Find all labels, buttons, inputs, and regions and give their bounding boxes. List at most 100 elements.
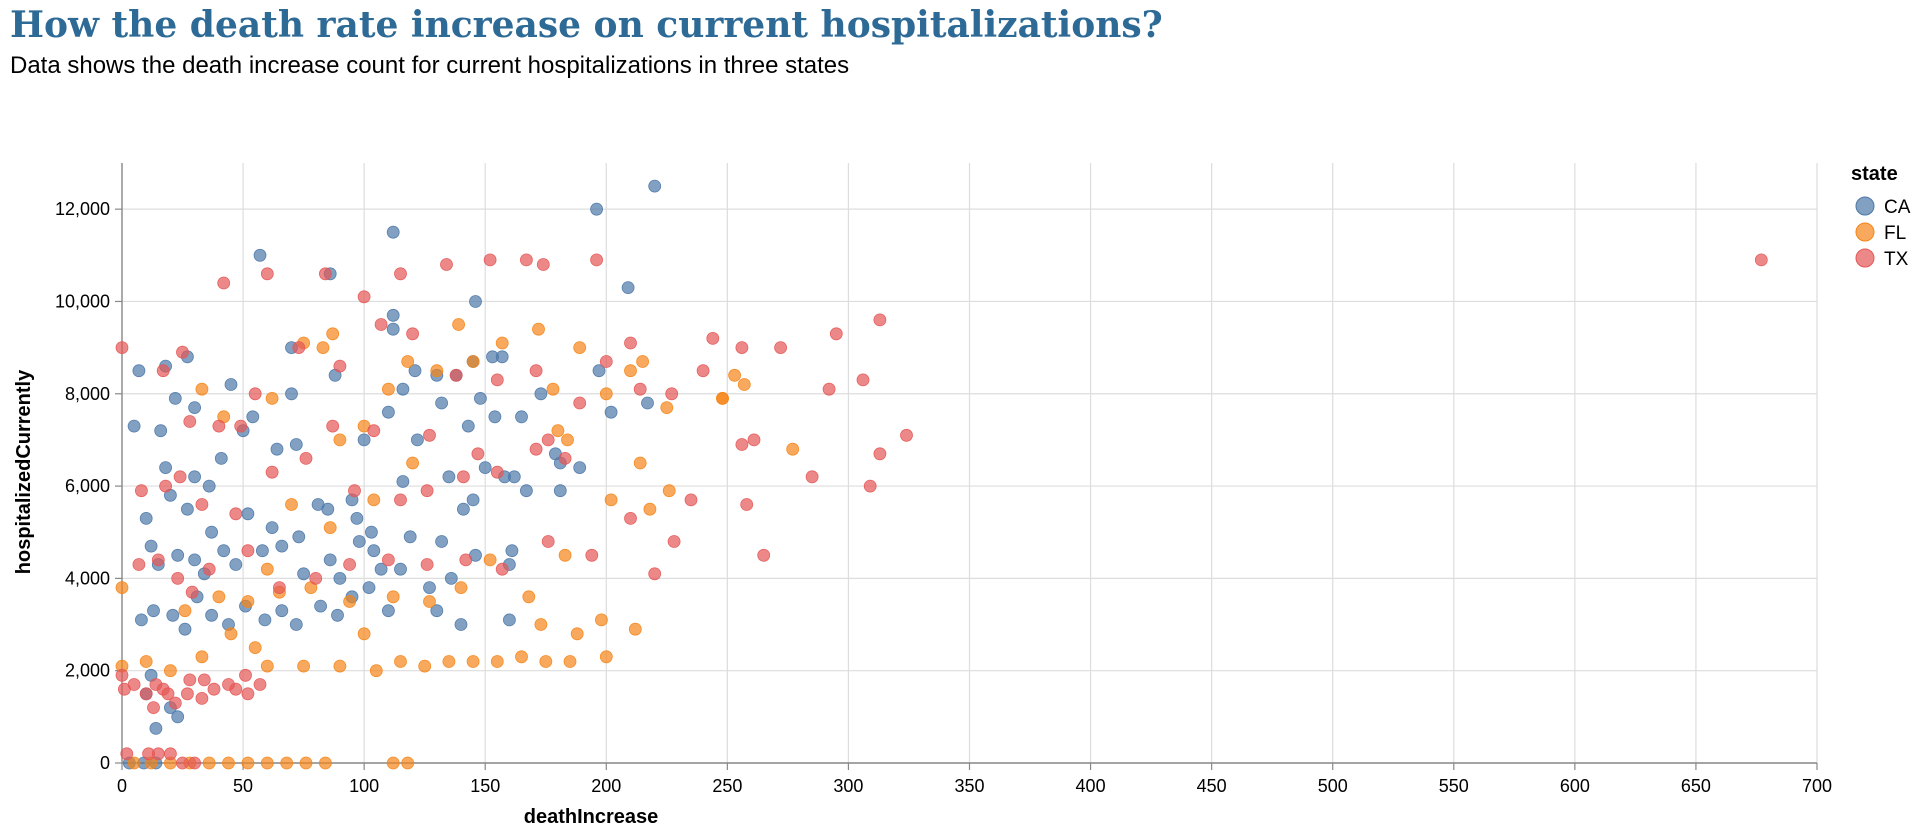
data-point-ca — [224, 378, 238, 391]
data-point-ca — [507, 470, 521, 484]
data-point-ca — [386, 322, 400, 336]
data-point-tx — [115, 668, 129, 682]
data-point-ca — [520, 484, 533, 498]
data-point-fl — [490, 655, 504, 668]
data-point-tx — [217, 276, 231, 290]
data-point-ca — [188, 401, 202, 415]
data-point-tx — [168, 696, 182, 710]
data-point-ca — [149, 722, 163, 735]
data-point-tx — [490, 373, 504, 387]
data-point-fl — [515, 650, 528, 664]
data-point-tx — [599, 355, 613, 368]
chart-subtitle: Data shows the death increase count for … — [10, 52, 850, 79]
data-point-fl — [369, 664, 383, 678]
y-tick-label: 2,000 — [65, 661, 110, 681]
data-point-tx — [374, 318, 388, 331]
data-point-tx — [212, 419, 226, 433]
data-point-tx — [735, 438, 749, 451]
data-point-fl — [326, 327, 340, 341]
data-point-fl — [401, 355, 415, 368]
data-point-ca — [396, 475, 410, 488]
data-point-tx — [774, 341, 787, 355]
y-axis-title: hospitalizedCurrently — [13, 369, 35, 574]
data-point-ca — [132, 364, 146, 378]
data-point-ca — [229, 558, 243, 571]
data-point-fl — [178, 604, 192, 618]
data-point-ca — [275, 539, 289, 553]
data-point-ca — [386, 225, 400, 239]
data-point-fl — [343, 595, 357, 608]
data-point-tx — [176, 756, 189, 770]
data-point-fl — [561, 433, 574, 447]
data-point-fl — [599, 387, 613, 401]
data-point-fl — [316, 341, 330, 355]
axes: 0 50 100 150 200 250 300 350 400 450 500 550 600 650 7… — [55, 163, 1832, 796]
data-point-fl — [163, 664, 177, 678]
data-point-tx — [495, 562, 509, 576]
data-point-tx — [241, 544, 255, 558]
data-point-ca — [352, 535, 366, 548]
data-point-fl — [318, 756, 332, 770]
data-point-tx — [423, 428, 436, 442]
data-point-fl — [599, 650, 613, 664]
data-point-ca — [285, 387, 298, 401]
data-point-ca — [202, 479, 216, 493]
data-point-tx — [173, 470, 187, 484]
data-point-ca — [154, 424, 168, 438]
data-point-tx — [633, 382, 647, 396]
data-point-ca — [410, 433, 424, 447]
data-point-ca — [553, 484, 567, 498]
data-point-fl — [241, 756, 255, 770]
data-point-tx — [195, 498, 209, 511]
data-point-fl — [539, 655, 553, 668]
data-point-ca — [435, 535, 449, 548]
data-point-ca — [473, 391, 487, 405]
data-point-tx — [471, 447, 485, 461]
data-point-fl — [662, 484, 676, 498]
data-point-ca — [435, 396, 449, 410]
y-tick-label: 4,000 — [65, 568, 110, 588]
legend-label-ca: CA — [1884, 197, 1911, 218]
data-point-tx — [127, 678, 141, 691]
data-point-ca — [144, 539, 158, 553]
data-point-tx — [706, 331, 720, 345]
data-point-tx — [747, 433, 761, 447]
data-point-ca — [171, 548, 185, 562]
data-point-ca — [495, 350, 509, 364]
data-point-ca — [253, 248, 267, 262]
data-point-fl — [323, 521, 337, 534]
data-point-ca — [139, 512, 153, 525]
data-point-tx — [176, 345, 189, 359]
data-point-tx — [299, 451, 313, 465]
data-point-fl — [442, 655, 456, 668]
data-point-ca — [289, 618, 303, 631]
data-point-fl — [495, 336, 509, 350]
data-point-ca — [246, 410, 260, 424]
data-point-tx — [253, 678, 267, 691]
data-point-tx — [134, 484, 148, 498]
data-point-ca — [641, 396, 654, 410]
data-point-tx — [139, 687, 153, 701]
data-point-tx — [348, 484, 361, 498]
data-point-fl — [406, 456, 420, 470]
data-point-tx — [456, 470, 470, 484]
data-point-fl — [604, 493, 618, 507]
data-point-fl — [386, 756, 400, 770]
data-point-tx — [185, 585, 199, 599]
x-tick-label: 450 — [1197, 776, 1227, 796]
x-tick-label: 550 — [1439, 776, 1469, 796]
data-point-tx — [151, 553, 165, 567]
data-point-tx — [132, 558, 146, 571]
data-point-ca — [604, 405, 618, 419]
data-point-ca — [188, 553, 202, 567]
data-point-fl — [624, 364, 637, 378]
data-point-fl — [522, 590, 536, 604]
data-point-fl — [241, 595, 255, 608]
data-point-fl — [285, 498, 298, 511]
data-point-ca — [166, 608, 180, 622]
data-point-tx — [740, 498, 754, 511]
data-point-tx — [590, 253, 603, 267]
data-point-tx — [183, 415, 197, 428]
data-point-fl — [127, 756, 141, 770]
